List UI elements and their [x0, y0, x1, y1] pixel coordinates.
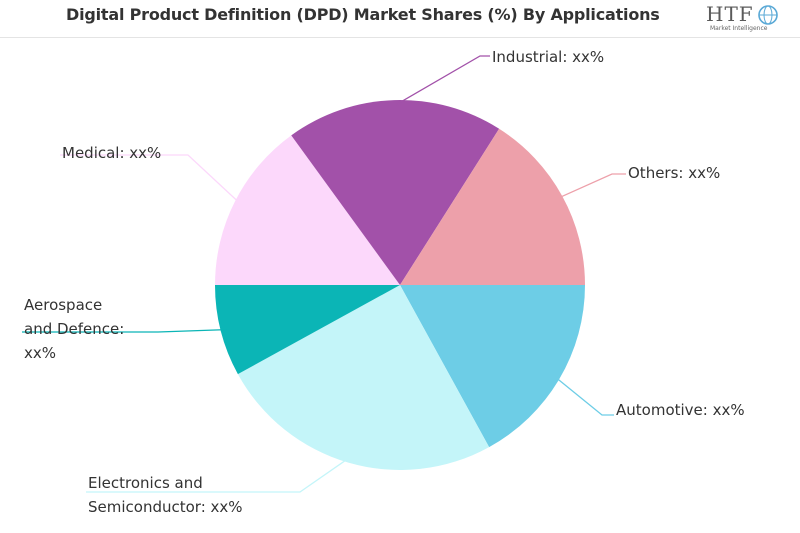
logo-subtext: Market Intelligence: [710, 25, 768, 32]
slice-label-industrial: Industrial: xx%: [492, 48, 604, 66]
pie-slice-electronics-and-semiconductor: [237, 285, 490, 470]
globe-icon: [758, 5, 778, 25]
leader-line-aerospace-and-defence: [22, 328, 227, 333]
leader-line-medical: [60, 154, 241, 205]
htf-logo: HTF Market Intelligence: [706, 2, 784, 36]
leader-line-others: [556, 173, 626, 200]
pie-slice-aerospace-and-defence: [215, 285, 400, 375]
leader-line-electronics-and-semiconductor: [86, 456, 351, 493]
chart-title: Digital Product Definition (DPD) Market …: [66, 5, 660, 24]
chart-header: Digital Product Definition (DPD) Market …: [0, 0, 800, 38]
slice-label-electronics-and-semiconductor: Electronics and Semiconductor: xx%: [88, 474, 243, 516]
pie-slice-industrial: [291, 100, 500, 285]
slice-label-medical: Medical: xx%: [62, 144, 161, 162]
slice-label-others: Others: xx%: [628, 164, 720, 182]
logo-text: HTF: [706, 2, 754, 26]
pie-slice-others: [400, 128, 585, 285]
leader-line-industrial: [394, 55, 490, 107]
slice-label-automotive: Automotive: xx%: [616, 401, 745, 419]
slice-label-aerospace-and-defence: Aerospace and Defence: xx%: [24, 296, 124, 362]
pie-slice-medical: [215, 135, 400, 285]
pie-slice-automotive: [400, 285, 585, 448]
leader-line-automotive: [554, 375, 614, 416]
